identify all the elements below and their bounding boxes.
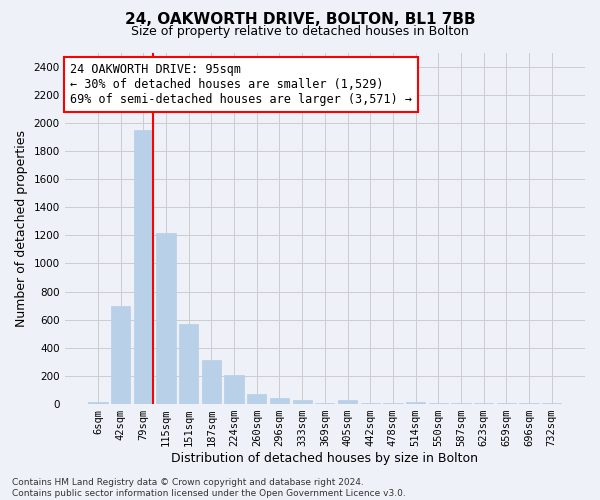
Bar bbox=[157, 232, 176, 404]
Bar bbox=[406, 402, 425, 404]
Bar bbox=[293, 400, 312, 404]
Bar bbox=[338, 400, 357, 404]
Text: 24, OAKWORTH DRIVE, BOLTON, BL1 7BB: 24, OAKWORTH DRIVE, BOLTON, BL1 7BB bbox=[125, 12, 475, 28]
Text: Contains HM Land Registry data © Crown copyright and database right 2024.
Contai: Contains HM Land Registry data © Crown c… bbox=[12, 478, 406, 498]
Bar bbox=[134, 130, 153, 404]
Text: Size of property relative to detached houses in Bolton: Size of property relative to detached ho… bbox=[131, 25, 469, 38]
Bar bbox=[270, 398, 289, 404]
Bar bbox=[247, 394, 266, 404]
Bar bbox=[224, 376, 244, 404]
Y-axis label: Number of detached properties: Number of detached properties bbox=[15, 130, 28, 327]
Bar bbox=[315, 403, 334, 404]
Bar bbox=[179, 324, 199, 404]
X-axis label: Distribution of detached houses by size in Bolton: Distribution of detached houses by size … bbox=[172, 452, 478, 465]
Bar bbox=[111, 306, 130, 404]
Bar bbox=[88, 402, 107, 404]
Bar bbox=[202, 360, 221, 404]
Text: 24 OAKWORTH DRIVE: 95sqm
← 30% of detached houses are smaller (1,529)
69% of sem: 24 OAKWORTH DRIVE: 95sqm ← 30% of detach… bbox=[70, 63, 412, 106]
